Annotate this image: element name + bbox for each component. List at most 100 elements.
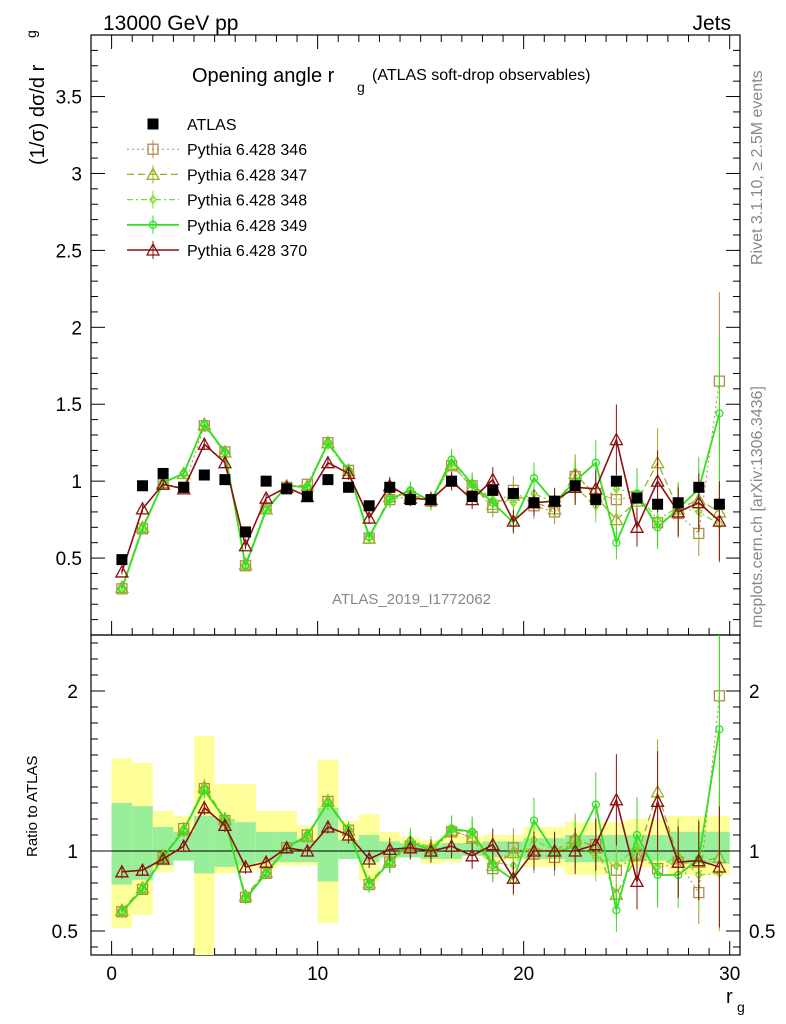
plot-title: Opening angle r xyxy=(192,65,335,87)
marker-p349 xyxy=(612,538,621,547)
ratio-marker-p370 xyxy=(300,843,315,857)
ratio-marker-p370 xyxy=(485,837,500,851)
ratio-marker-p370 xyxy=(444,838,459,852)
marker-p370 xyxy=(650,473,665,487)
legend-marker-p347 xyxy=(145,167,161,181)
marker-p370 xyxy=(362,510,377,524)
data-point xyxy=(652,498,664,510)
ratio-y-tick-label-left: 1 xyxy=(67,842,78,863)
ratio-marker-p349 xyxy=(529,816,539,825)
ratio-y-tick-label-left: 0.5 xyxy=(52,922,78,943)
title-paren: (ATLAS soft-drop observables) xyxy=(372,67,590,84)
main-ylabel: (1/σ) dσ/d r xyxy=(27,64,49,165)
data-point xyxy=(322,474,334,486)
data-point xyxy=(178,481,190,493)
ratio-ylabel: Ratio to ATLAS xyxy=(24,756,41,857)
marker-p349 xyxy=(200,420,209,429)
marker-p349 xyxy=(241,561,250,570)
ratio-marker-p370 xyxy=(156,851,171,865)
marker-p349 xyxy=(364,532,374,541)
marker-p370 xyxy=(671,504,686,518)
series-line-p348 xyxy=(121,422,720,590)
legend-marker-p370 xyxy=(145,242,161,256)
ratio-y-tick-label-left: 2 xyxy=(67,682,78,703)
legend-marker-p349 xyxy=(148,220,158,229)
ratio-marker-p370 xyxy=(135,862,150,876)
ratio-marker-p349 xyxy=(447,824,456,833)
main-series xyxy=(114,292,727,595)
x-tick-label: 10 xyxy=(307,964,328,985)
x-axis-label: r xyxy=(726,986,733,1008)
ratio-marker-p370 xyxy=(341,827,356,841)
series-line-p370 xyxy=(121,437,720,573)
marker-p349 xyxy=(715,409,724,418)
data-point xyxy=(672,497,684,509)
data-point xyxy=(528,497,540,509)
ratio-marker-p349 xyxy=(200,786,209,795)
band-inner xyxy=(235,822,256,866)
ratio-marker-p349 xyxy=(303,830,312,840)
main-y-tick-label: 2 xyxy=(71,318,82,339)
legend-marker-data xyxy=(147,118,159,130)
legend: ATLAS Pythia 6.428 346 Pythia 6.428 347 Pyt… xyxy=(127,117,307,260)
title-main: Opening angle r xyxy=(192,65,335,87)
ratio-marker-p349 xyxy=(179,826,188,835)
data-point xyxy=(116,554,128,566)
ratio-series xyxy=(114,635,727,932)
ratio-marker-p349 xyxy=(632,830,642,840)
x-axis-label-subscript: g xyxy=(737,999,745,1015)
ratio-marker-p370 xyxy=(238,859,253,873)
ratio-marker-p348 xyxy=(612,860,621,871)
data-point xyxy=(137,480,149,492)
ratio-marker-p349 xyxy=(612,906,621,915)
title-subscript: g xyxy=(357,79,365,95)
ratio-marker-p370 xyxy=(547,843,562,857)
data-point xyxy=(363,500,375,512)
marker-p349 xyxy=(488,498,497,507)
data-point xyxy=(549,495,561,507)
series-line-p347 xyxy=(121,422,720,588)
ratio-plot-frame xyxy=(90,634,741,956)
ratio-marker-p370 xyxy=(320,819,336,833)
x-tick-label: 30 xyxy=(719,964,740,985)
ratio-marker-p370 xyxy=(712,859,727,873)
data-point xyxy=(343,481,355,493)
main-y-tick-label: 3 xyxy=(71,164,82,185)
marker-p349 xyxy=(117,584,127,593)
analysis-watermark: ATLAS_2019_I1772062 xyxy=(332,591,491,608)
ratio-marker-p370 xyxy=(629,874,645,888)
marker-p370 xyxy=(238,538,253,552)
marker-p349 xyxy=(591,458,600,467)
series-line-p349 xyxy=(121,413,721,590)
data-point xyxy=(425,494,437,506)
ratio-y-tick-label-right: 0.5 xyxy=(749,922,775,943)
marker-p349 xyxy=(653,523,662,532)
main-y-tick-label: 1.5 xyxy=(56,395,82,416)
ratio-line-p349 xyxy=(121,729,721,913)
marker-p370 xyxy=(114,564,129,578)
legend-label: Pythia 6.428 349 xyxy=(187,218,307,235)
band-inner xyxy=(194,815,215,874)
data-point xyxy=(157,467,169,479)
ratio-y-tick-label-right: 2 xyxy=(749,682,760,703)
ratio-marker-p370 xyxy=(197,800,212,814)
data-point xyxy=(404,494,416,506)
marker-p349 xyxy=(179,469,188,478)
ratio-marker-p370 xyxy=(217,818,233,832)
main-y-tick-label: 0.5 xyxy=(56,549,82,570)
band-inner xyxy=(255,831,277,863)
marker-p349 xyxy=(447,455,456,464)
header-right-label: Jets xyxy=(692,12,731,35)
marker-p349 xyxy=(529,473,539,483)
ratio-marker-p349 xyxy=(653,870,662,880)
ratio-marker-p370 xyxy=(176,838,191,852)
ratio-marker-p370 xyxy=(526,843,542,857)
marker-p349 xyxy=(385,495,394,504)
marker-p370 xyxy=(629,519,645,533)
band-inner xyxy=(132,806,153,880)
data-point xyxy=(569,480,581,492)
band-inner xyxy=(111,803,133,885)
band-inner xyxy=(358,835,380,863)
ratio-marker-p349 xyxy=(138,885,147,894)
